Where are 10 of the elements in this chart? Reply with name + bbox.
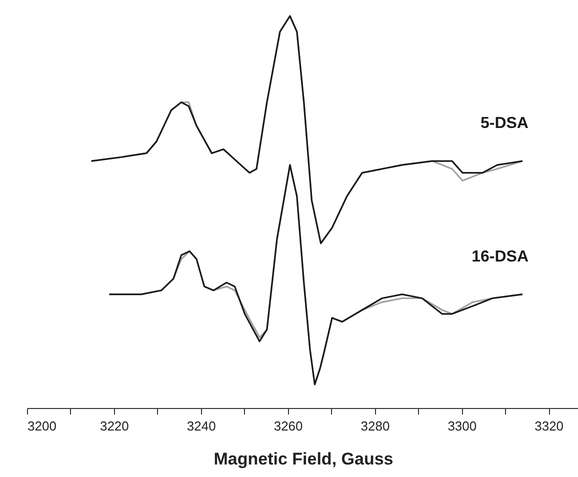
x-tick-label: 3320 bbox=[534, 418, 564, 434]
x-tick-label: 3240 bbox=[186, 418, 216, 434]
x-tick-label: 3220 bbox=[100, 418, 129, 434]
x-tick-label: 3280 bbox=[360, 418, 390, 434]
x-tick-label: 3260 bbox=[274, 418, 303, 434]
series-label: 16-DSA bbox=[472, 248, 529, 266]
x-axis-title: Magnetic Field, Gauss bbox=[214, 450, 394, 468]
series-label: 5-DSA bbox=[480, 115, 529, 132]
x-tick-label: 3300 bbox=[448, 418, 477, 434]
x-tick-label: 3200 bbox=[28, 418, 56, 434]
